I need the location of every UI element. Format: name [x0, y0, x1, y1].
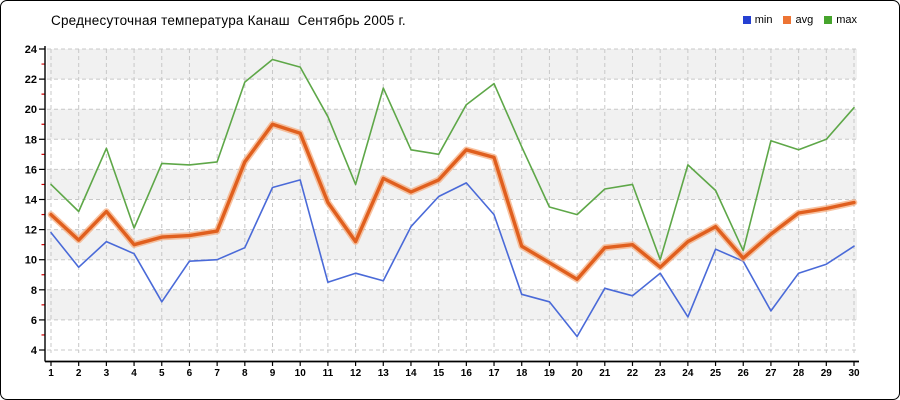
plot-band: [47, 49, 857, 80]
y-axis-label: 20: [25, 104, 37, 116]
x-axis-label: 20: [572, 368, 584, 379]
y-axis-label: 8: [31, 285, 37, 297]
x-axis-label: 11: [323, 368, 334, 379]
y-axis-label: 10: [25, 255, 37, 267]
x-axis-label: 13: [378, 368, 390, 379]
y-axis-label: 24: [25, 44, 38, 56]
x-axis-label: 1: [48, 368, 54, 379]
x-axis-label: 8: [242, 368, 248, 379]
x-axis-label: 4: [131, 368, 137, 379]
x-axis-label: 28: [793, 368, 805, 379]
y-axis-label: 14: [25, 195, 38, 207]
x-axis-label: 15: [433, 368, 445, 379]
legend-label-min: min: [754, 14, 773, 26]
x-axis-label: 10: [295, 368, 307, 379]
x-axis-label: 19: [544, 368, 556, 379]
x-axis-label: 22: [627, 368, 639, 379]
x-axis-label: 6: [187, 368, 193, 379]
legend-item-avg: avg: [783, 14, 813, 26]
x-axis-label: 25: [710, 368, 722, 379]
x-axis-label: 2: [76, 368, 82, 379]
max-series-swatch-icon: [824, 16, 833, 24]
x-axis-label: 24: [682, 368, 694, 379]
legend: min avg max: [742, 14, 857, 26]
legend-item-min: min: [742, 14, 773, 26]
x-axis-label: 9: [270, 368, 276, 379]
x-axis-label: 27: [765, 368, 777, 379]
y-axis-label: 16: [25, 164, 37, 176]
x-axis-label: 21: [599, 368, 611, 379]
x-axis-label: 17: [488, 368, 500, 379]
x-axis-label: 14: [405, 368, 417, 379]
x-axis-label: 7: [214, 368, 220, 379]
chart-title: Среднесуточная температура Канаш Сентябр…: [51, 13, 406, 28]
min-series-swatch-icon: [742, 16, 751, 24]
max-series-line: [50, 58, 855, 261]
legend-label-avg: avg: [795, 14, 814, 26]
x-axis-label: 26: [738, 368, 750, 379]
x-axis-label: 5: [159, 368, 165, 379]
x-axis-label: 30: [848, 368, 860, 379]
x-axis-label: 23: [655, 368, 667, 379]
x-axis-label: 18: [516, 368, 528, 379]
plot-band: [47, 169, 857, 200]
legend-item-max: max: [824, 14, 857, 26]
x-axis-label: 3: [104, 368, 110, 379]
min-series-line: [50, 179, 855, 338]
y-axis-label: 18: [25, 134, 37, 146]
plot-band: [47, 289, 857, 320]
y-axis-label: 12: [25, 225, 37, 237]
x-axis-label: 29: [821, 368, 833, 379]
y-axis-label: 22: [25, 74, 37, 86]
avg-series-line: [49, 122, 856, 281]
x-axis-label: 12: [350, 368, 362, 379]
y-axis-label: 4: [31, 345, 38, 357]
x-axis-label: 16: [461, 368, 473, 379]
y-axis-label: 6: [31, 315, 37, 327]
legend-label-max: max: [836, 14, 857, 26]
plot-band: [47, 109, 857, 140]
avg-series-swatch-icon: [783, 16, 792, 24]
